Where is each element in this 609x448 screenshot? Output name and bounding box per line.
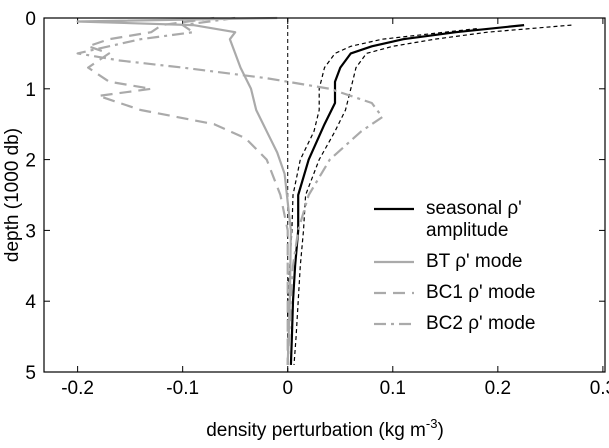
x-tick-label: -0.2	[61, 378, 94, 399]
x-axis-label: density perturbation (kg m-3)	[206, 416, 444, 441]
legend-swatch	[374, 322, 414, 326]
plot-frame	[43, 17, 606, 373]
profile-line	[87, 16, 289, 365]
legend-swatch	[374, 207, 414, 211]
legend-label: BC1 ρ' mode	[426, 282, 536, 303]
x-tick-label: 0.3	[590, 378, 609, 399]
legend-swatch	[374, 260, 414, 264]
y-tick-label: 4	[25, 292, 36, 313]
legend-entry: BC1 ρ' mode	[372, 282, 576, 304]
legend: seasonal ρ' amplitude BT ρ' mode BC1 ρ' mo…	[372, 198, 576, 344]
legend-label: BT ρ' mode	[426, 251, 523, 272]
x-tick-label: -0.1	[166, 378, 199, 399]
y-axis-label: depth (1000 db)	[2, 128, 23, 262]
y-tick-label: 5	[25, 363, 36, 384]
y-tick-label: 1	[25, 80, 36, 101]
profile-line	[289, 24, 525, 365]
x-tick-label: 0	[282, 378, 293, 399]
profile-line	[76, 16, 384, 365]
legend-entry: BT ρ' mode	[372, 251, 576, 273]
y-tick-label: 3	[25, 221, 36, 242]
x-tick-label: 0.2	[485, 378, 511, 399]
legend-swatch	[374, 291, 414, 295]
legend-entry: seasonal ρ' amplitude	[372, 198, 576, 242]
legend-entry: BC2 ρ' mode	[372, 313, 576, 335]
x-label-text: )	[437, 420, 443, 441]
y-tick-label: 0	[25, 9, 36, 30]
profile-line	[76, 16, 292, 365]
legend-label: seasonal ρ' amplitude	[426, 198, 522, 241]
x-label-sup: -3	[426, 416, 438, 431]
profile-line	[287, 28, 477, 365]
legend-label: BC2 ρ' mode	[426, 313, 536, 334]
y-tick-label: 2	[25, 151, 36, 172]
profile-line	[293, 24, 572, 365]
x-label-text: density perturbation (kg m	[206, 420, 426, 441]
x-tick-label: 0.1	[380, 378, 406, 399]
